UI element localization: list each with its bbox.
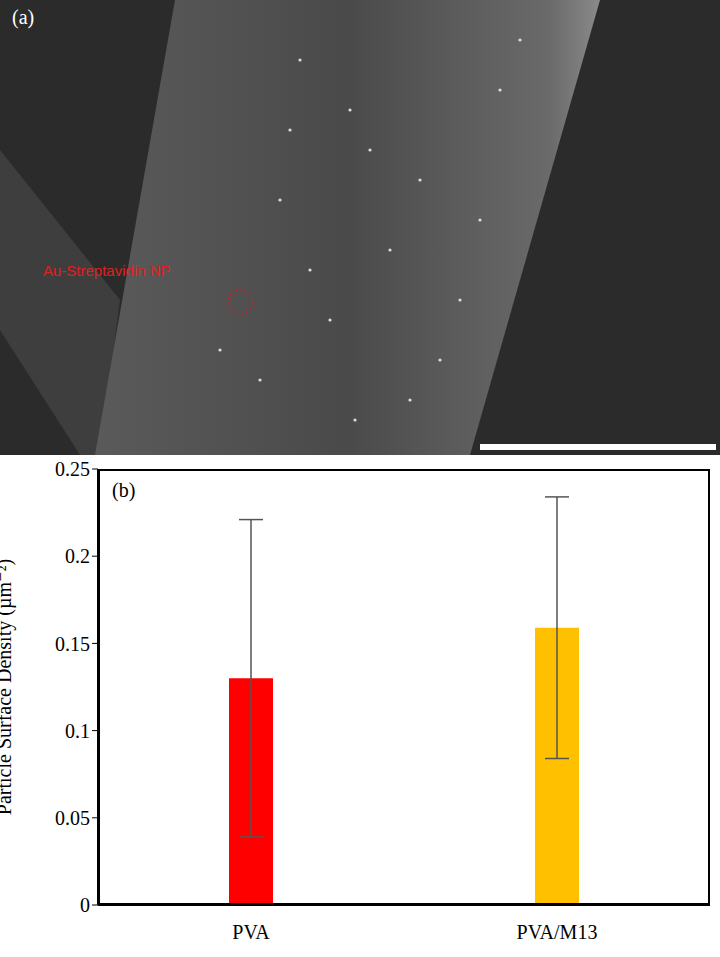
svg-text:0.1: 0.1: [65, 720, 90, 742]
svg-text:Particle Surface Density (µm⁻²: Particle Surface Density (µm⁻²): [0, 559, 16, 815]
svg-text:0.05: 0.05: [55, 807, 90, 829]
html-text:(b): (b): [112, 479, 136, 501]
svg-text:(a): (a): [12, 6, 34, 29]
svg-text:Au-Streptavidin NP: Au-Streptavidin NP: [43, 262, 171, 279]
svg-text:0.25: 0.25: [55, 458, 90, 480]
svg-text:0.15: 0.15: [55, 633, 90, 655]
svg-text:0: 0: [80, 894, 90, 916]
svg-text:PVA: PVA: [232, 921, 270, 943]
svg-text:0.2: 0.2: [65, 545, 90, 567]
svg-text:PVA/M13: PVA/M13: [517, 921, 598, 943]
